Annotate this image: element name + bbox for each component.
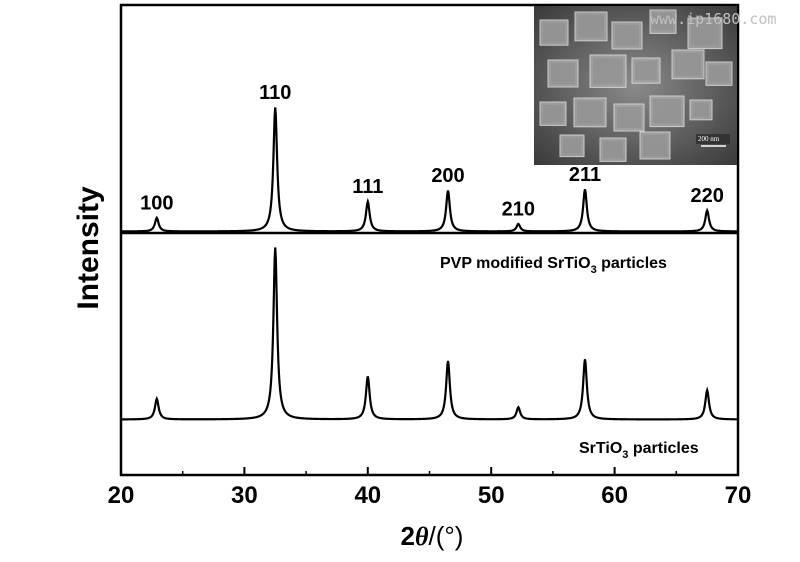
series-line-0 xyxy=(120,107,739,233)
peak-label-111: 111 xyxy=(352,176,383,198)
peak-label-110: 110 xyxy=(259,82,291,104)
peak-label-100: 100 xyxy=(140,192,173,214)
series-label-srtio3: SrTiO3 particles xyxy=(579,440,699,461)
series-line-1 xyxy=(120,247,739,421)
x-tick-label: 40 xyxy=(354,482,381,509)
x-tick-label: 50 xyxy=(478,482,505,509)
x-tick-label: 30 xyxy=(231,482,258,509)
x-tick-label: 60 xyxy=(601,482,628,509)
peak-label-210: 210 xyxy=(502,199,535,221)
x-axis: 20 30 40 50 60 70 xyxy=(108,467,752,509)
traces xyxy=(120,107,739,421)
peak-label-211: 211 xyxy=(569,164,601,186)
x-axis-title: 2θ/(°) xyxy=(401,521,464,551)
x-tick-label: 70 xyxy=(725,482,752,509)
watermark: www.ip1680.com xyxy=(650,10,776,28)
x-tick-label: 20 xyxy=(108,482,135,509)
sem-micrograph-icon: 200 nm xyxy=(534,6,737,165)
peak-label-200: 200 xyxy=(431,165,464,187)
series-label-pvp: PVP modified SrTiO3 particles xyxy=(440,255,667,276)
y-axis-title: Intensity xyxy=(72,186,105,310)
peak-label-220: 220 xyxy=(690,185,723,207)
scale-bar-text: 200 nm xyxy=(698,135,720,143)
peak-labels: 100 110 111 200 210 211 220 xyxy=(140,82,724,221)
